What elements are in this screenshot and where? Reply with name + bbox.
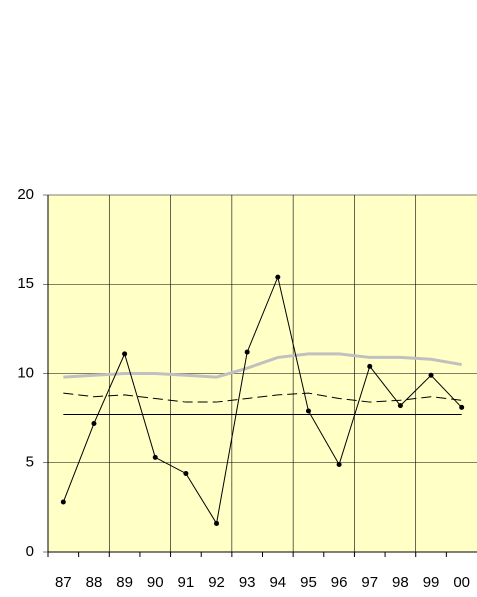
x-tick-label: 00 xyxy=(453,574,470,591)
point xyxy=(60,499,66,505)
x-tick-label: 89 xyxy=(116,574,133,591)
point xyxy=(152,454,158,460)
point xyxy=(397,403,403,409)
point xyxy=(305,408,311,414)
x-tick-label: 97 xyxy=(361,574,378,591)
series-line xyxy=(62,275,463,525)
point xyxy=(336,462,342,468)
series-line xyxy=(63,352,462,379)
point xyxy=(428,372,434,378)
point xyxy=(183,470,189,476)
x-tick-label: 93 xyxy=(239,574,256,591)
y-tick-label: 5 xyxy=(26,454,34,471)
x-tick-label: 91 xyxy=(178,574,195,591)
x-tick-label: 96 xyxy=(331,574,348,591)
y-tick-label: 15 xyxy=(17,275,34,292)
series-line xyxy=(63,392,462,403)
point xyxy=(122,351,128,357)
point xyxy=(459,404,465,410)
x-tick-label: 94 xyxy=(269,574,286,591)
point xyxy=(367,363,373,369)
x-tick-label: 92 xyxy=(208,574,225,591)
x-tick-label: 99 xyxy=(423,574,440,591)
x-tick-label: 95 xyxy=(300,574,317,591)
point xyxy=(275,274,281,280)
x-tick-label: 88 xyxy=(86,574,103,591)
y-tick-label: 10 xyxy=(17,364,34,381)
point xyxy=(244,349,250,355)
x-tick-label: 87 xyxy=(55,574,72,591)
y-tick-label: 0 xyxy=(26,543,34,560)
point xyxy=(91,420,97,426)
point xyxy=(214,520,220,526)
x-tick-label: 90 xyxy=(147,574,164,591)
x-tick-label: 98 xyxy=(392,574,409,591)
y-tick-label: 20 xyxy=(17,186,34,203)
